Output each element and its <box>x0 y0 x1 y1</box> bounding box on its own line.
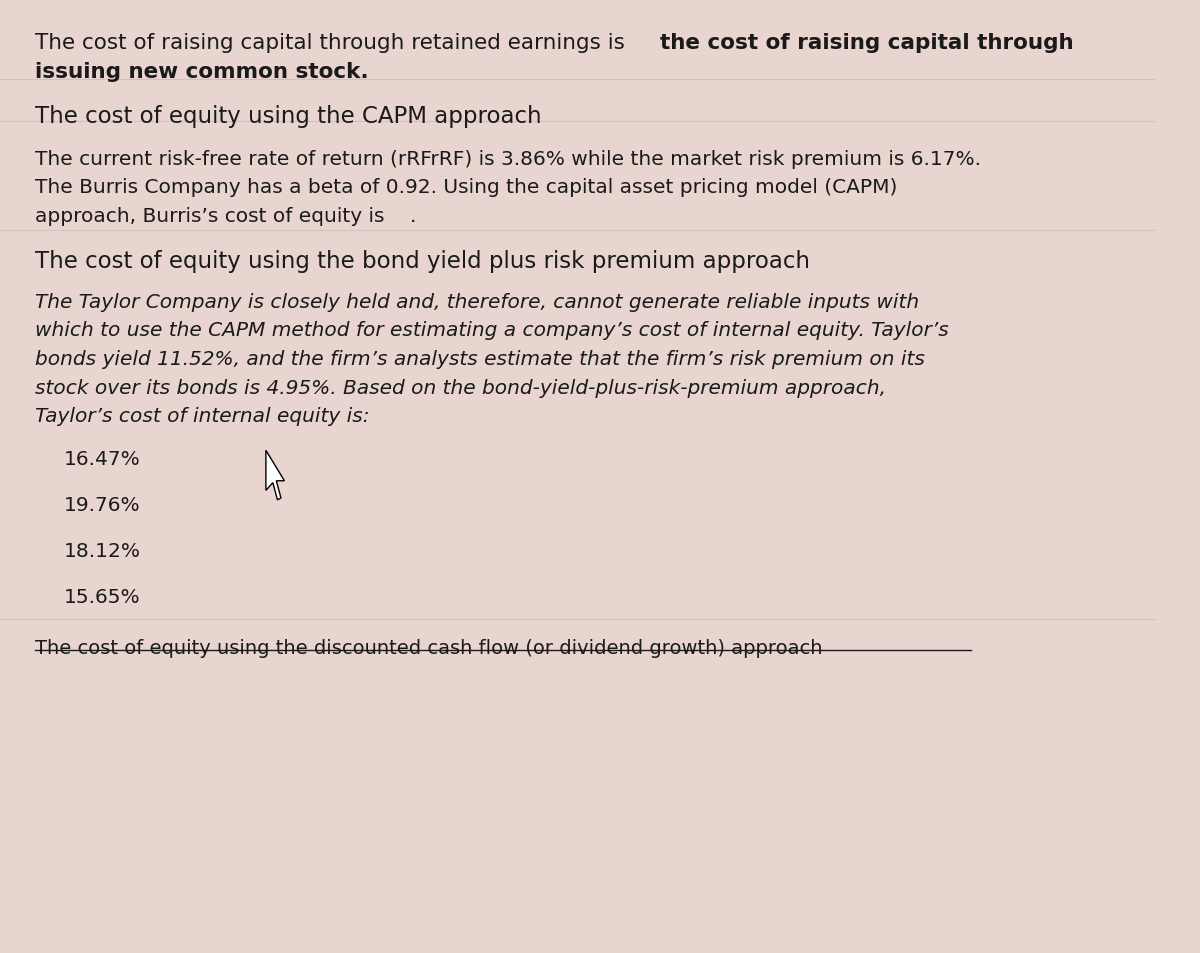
Polygon shape <box>266 451 284 500</box>
Text: bonds yield 11.52%, and the firm’s analysts estimate that the firm’s risk premiu: bonds yield 11.52%, and the firm’s analy… <box>35 350 924 369</box>
Text: Taylor’s cost of internal equity is:: Taylor’s cost of internal equity is: <box>35 407 370 426</box>
Text: The cost of equity using the discounted cash flow (or dividend growth) approach: The cost of equity using the discounted … <box>35 639 822 658</box>
Text: The cost of equity using the CAPM approach: The cost of equity using the CAPM approa… <box>35 105 541 128</box>
Text: stock over its bonds is 4.95%. Based on the bond-yield-plus-risk-premium approac: stock over its bonds is 4.95%. Based on … <box>35 378 886 397</box>
Text: 15.65%: 15.65% <box>64 587 140 606</box>
Text: The current risk-free rate of return (rRFrRF) is 3.86% while the market risk pre: The current risk-free rate of return (rR… <box>35 150 980 169</box>
Text: The cost of raising capital through retained earnings is: The cost of raising capital through reta… <box>35 33 624 53</box>
Text: issuing new common stock.: issuing new common stock. <box>35 62 368 82</box>
Text: The cost of equity using the bond yield plus risk premium approach: The cost of equity using the bond yield … <box>35 250 810 273</box>
Text: approach, Burris’s cost of equity is    .: approach, Burris’s cost of equity is . <box>35 207 416 226</box>
Text: 18.12%: 18.12% <box>64 541 140 560</box>
Text: The Burris Company has a beta of 0.92. Using the capital asset pricing model (CA: The Burris Company has a beta of 0.92. U… <box>35 178 898 197</box>
Text: the cost of raising capital through: the cost of raising capital through <box>646 33 1074 53</box>
Text: 16.47%: 16.47% <box>64 450 140 469</box>
Text: which to use the CAPM method for estimating a company’s cost of internal equity.: which to use the CAPM method for estimat… <box>35 321 948 340</box>
Text: The Taylor Company is closely held and, therefore, cannot generate reliable inpu: The Taylor Company is closely held and, … <box>35 293 919 312</box>
Text: 19.76%: 19.76% <box>64 496 140 515</box>
